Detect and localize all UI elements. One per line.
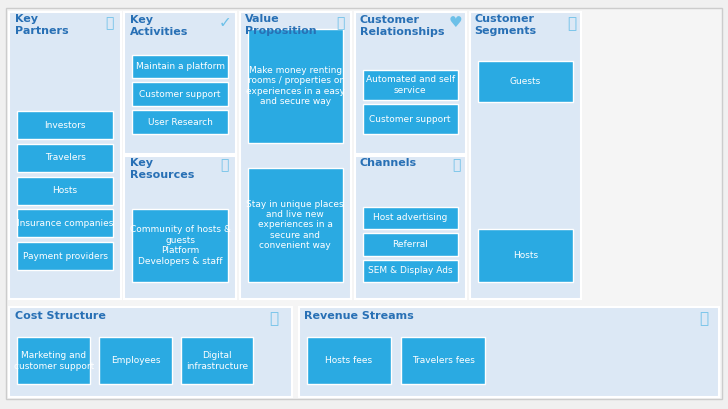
FancyBboxPatch shape: [132, 110, 228, 134]
Text: Digital
infrastructure: Digital infrastructure: [186, 351, 248, 371]
Text: 💰: 💰: [700, 311, 708, 326]
FancyBboxPatch shape: [9, 307, 291, 397]
FancyBboxPatch shape: [17, 144, 113, 172]
FancyBboxPatch shape: [478, 229, 573, 282]
FancyBboxPatch shape: [240, 12, 351, 299]
Text: Insurance companies: Insurance companies: [17, 219, 114, 228]
Text: 🏷: 🏷: [269, 311, 278, 326]
FancyBboxPatch shape: [363, 105, 458, 134]
Text: Referral: Referral: [392, 240, 428, 249]
Text: Value
Proposition: Value Proposition: [245, 14, 316, 36]
FancyBboxPatch shape: [132, 83, 228, 106]
Text: 👥: 👥: [567, 16, 576, 31]
Text: 🎁: 🎁: [336, 16, 344, 30]
Text: User Research: User Research: [148, 117, 213, 127]
Text: ♥: ♥: [448, 16, 462, 30]
FancyBboxPatch shape: [17, 111, 113, 139]
Text: Cost Structure: Cost Structure: [15, 311, 106, 321]
FancyBboxPatch shape: [17, 177, 113, 204]
Text: Host advertising: Host advertising: [373, 213, 448, 222]
FancyBboxPatch shape: [132, 209, 228, 282]
Text: Channels: Channels: [360, 158, 416, 169]
FancyBboxPatch shape: [6, 8, 722, 399]
FancyBboxPatch shape: [402, 337, 486, 384]
FancyBboxPatch shape: [124, 12, 236, 155]
Text: Hosts fees: Hosts fees: [325, 356, 372, 366]
Text: Community of hosts &
guests
Platform
Developers & staff: Community of hosts & guests Platform Dev…: [130, 225, 231, 265]
FancyBboxPatch shape: [181, 337, 253, 384]
FancyBboxPatch shape: [17, 209, 113, 237]
Text: Key
Partners: Key Partners: [15, 14, 68, 36]
Text: ✓: ✓: [218, 16, 232, 30]
FancyBboxPatch shape: [17, 242, 113, 270]
FancyBboxPatch shape: [17, 337, 90, 384]
Text: Hosts: Hosts: [52, 186, 78, 195]
FancyBboxPatch shape: [132, 54, 228, 79]
Text: Payment providers: Payment providers: [23, 252, 108, 261]
Text: Customer
Relationships: Customer Relationships: [360, 16, 444, 37]
Text: Guests: Guests: [510, 77, 541, 86]
Text: Customer
Segments: Customer Segments: [475, 14, 537, 36]
FancyBboxPatch shape: [9, 12, 121, 299]
Text: Revenue Streams: Revenue Streams: [304, 311, 414, 321]
FancyBboxPatch shape: [363, 207, 458, 229]
FancyBboxPatch shape: [124, 157, 236, 299]
Text: 🔗: 🔗: [106, 16, 114, 30]
FancyBboxPatch shape: [355, 157, 466, 299]
Text: 🚚: 🚚: [452, 158, 461, 173]
FancyBboxPatch shape: [363, 233, 458, 256]
FancyBboxPatch shape: [248, 29, 343, 143]
Text: Automated and self
service: Automated and self service: [365, 75, 455, 94]
Text: Hosts: Hosts: [513, 251, 538, 260]
Text: Customer support: Customer support: [140, 90, 221, 99]
FancyBboxPatch shape: [355, 12, 466, 155]
Text: Customer support: Customer support: [370, 115, 451, 124]
Text: Key
Resources: Key Resources: [130, 158, 194, 180]
Text: Stay in unique places
and live new
experiences in a
secure and
convenient way: Stay in unique places and live new exper…: [246, 200, 344, 250]
FancyBboxPatch shape: [248, 168, 343, 282]
FancyBboxPatch shape: [363, 260, 458, 282]
Text: 👥: 👥: [221, 158, 229, 173]
FancyBboxPatch shape: [307, 337, 391, 384]
Text: Maintain a platform: Maintain a platform: [135, 62, 225, 71]
FancyBboxPatch shape: [363, 70, 458, 100]
FancyBboxPatch shape: [299, 307, 719, 397]
FancyBboxPatch shape: [99, 337, 172, 384]
Text: Key
Activities: Key Activities: [130, 16, 188, 37]
Text: Make money renting
rooms / properties or
experiences in a easy
and secure way: Make money renting rooms / properties or…: [246, 66, 344, 106]
FancyBboxPatch shape: [478, 61, 573, 102]
Text: Travelers fees: Travelers fees: [412, 356, 475, 366]
Text: Investors: Investors: [44, 121, 86, 130]
FancyBboxPatch shape: [470, 12, 581, 299]
Text: SEM & Display Ads: SEM & Display Ads: [368, 266, 453, 276]
Text: Travelers: Travelers: [44, 153, 86, 162]
Text: Employees: Employees: [111, 356, 160, 366]
Text: Marketing and
customer support: Marketing and customer support: [14, 351, 94, 371]
